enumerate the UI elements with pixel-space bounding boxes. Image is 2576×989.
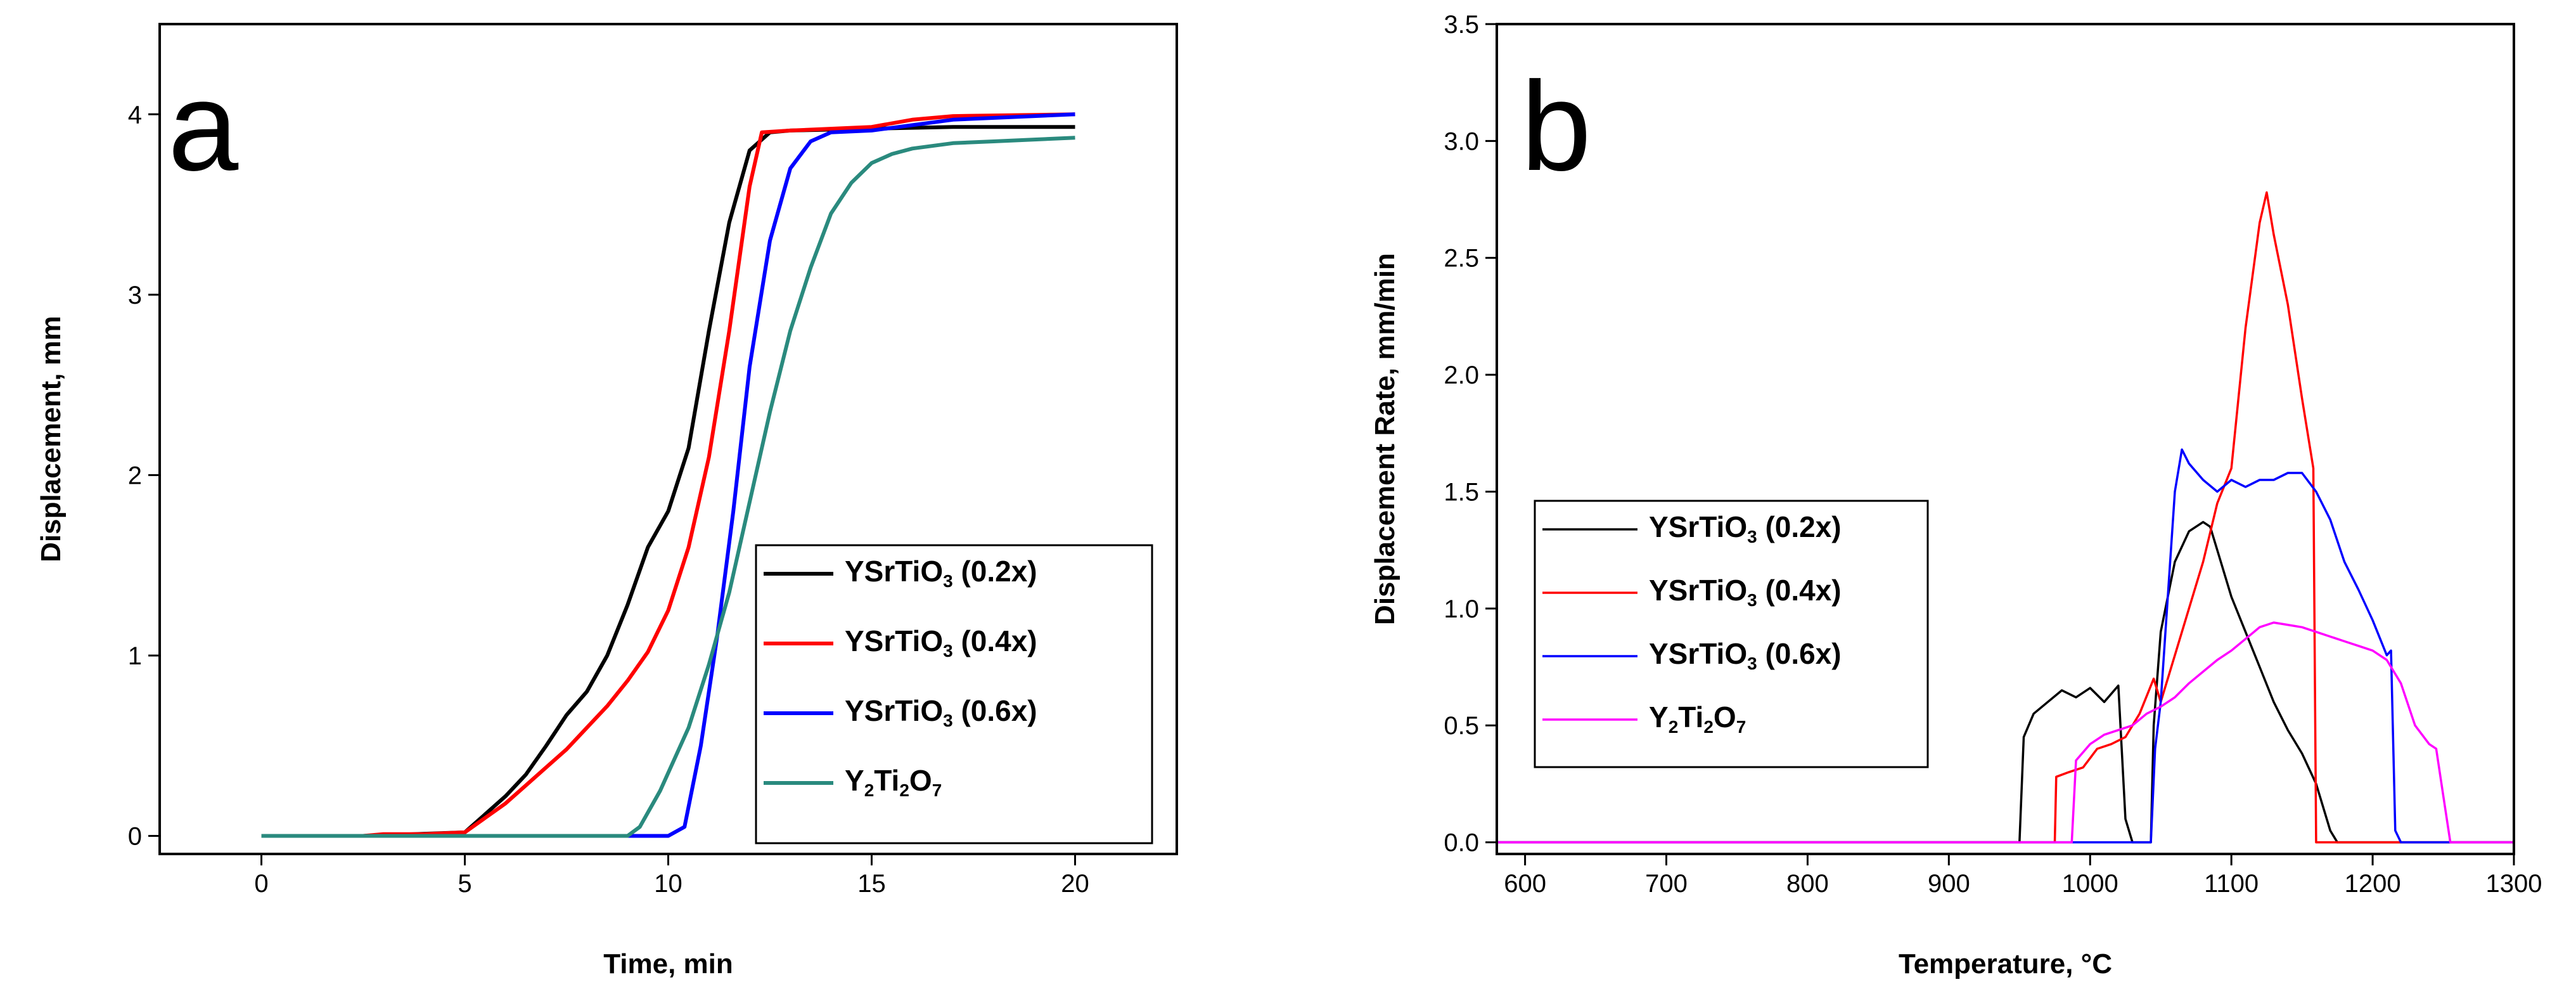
series-line-2	[1497, 191, 2514, 844]
x-tick-label: 1000	[2062, 870, 2118, 898]
y-tick-label: 2.0	[1444, 361, 1479, 389]
legend: YSrTiO3 (0.2x) YSrTiO3 (0.4x) YSrTiO3 (0.6…	[1534, 500, 1929, 768]
legend-box	[755, 544, 1153, 844]
y-tick-label: 1.5	[1444, 478, 1479, 506]
x-tick-label: 5	[458, 870, 471, 898]
series-line-4	[1497, 621, 2514, 844]
x-axis-label: Temperature, °C	[1899, 948, 2112, 979]
series-line-3	[261, 112, 1075, 838]
y-tick-label: 3	[128, 281, 142, 309]
legend-label: Y2Ti2O7	[845, 764, 942, 800]
panel-letter: b	[1521, 56, 1591, 197]
legend-box	[1534, 500, 1929, 768]
y-tick-label: 3.0	[1444, 127, 1479, 155]
series-line-3	[1497, 448, 2514, 844]
series-line-2	[261, 112, 1075, 838]
legend-label: YSrTiO3 (0.4x)	[845, 624, 1037, 661]
x-tick-label: 1100	[2204, 870, 2259, 898]
legend: YSrTiO3 (0.2x) YSrTiO3 (0.4x) YSrTiO3 (0.6…	[755, 544, 1153, 844]
y-tick-label: 0	[128, 823, 142, 851]
x-tick-label: 15	[857, 870, 886, 898]
x-tick-label: 20	[1061, 870, 1089, 898]
y-tick-label: 3.5	[1444, 11, 1479, 39]
y-axis-label: Displacement, mm	[35, 316, 67, 562]
y-tick-label: 0.5	[1444, 712, 1479, 740]
x-tick-label: 900	[1928, 870, 1970, 898]
series-line-4	[261, 136, 1075, 838]
y-tick-label: 2	[128, 462, 142, 489]
y-tick-label: 1.0	[1444, 595, 1479, 623]
x-tick-label: 600	[1504, 870, 1546, 898]
y-tick-label: 1	[128, 642, 142, 670]
legend-label: YSrTiO3 (0.2x)	[1649, 510, 1842, 546]
y-axis-label: Displacement Rate, mm/min	[1369, 253, 1400, 625]
plot-frame	[1496, 23, 2515, 855]
legend-label: YSrTiO3 (0.4x)	[1649, 574, 1842, 610]
panel-letter: a	[168, 56, 239, 197]
legend-label: YSrTiO3 (0.6x)	[845, 694, 1037, 730]
x-tick-label: 0	[254, 870, 268, 898]
y-tick-label: 4	[128, 101, 142, 129]
x-tick-label: 1200	[2345, 870, 2401, 898]
x-tick-label: 1300	[2486, 870, 2542, 898]
panel-a: 0 5 10 15 20 0 1 2 3 4 Time, min Displacement, mm a Y…	[35, 23, 1178, 979]
y-tick-label: 2.5	[1444, 245, 1479, 273]
x-tick-label: 10	[654, 870, 682, 898]
series-group	[1497, 191, 2514, 844]
y-tick-label: 0.0	[1444, 829, 1479, 857]
x-tick-label: 800	[1786, 870, 1829, 898]
legend-label: Y2Ti2O7	[1649, 701, 1746, 737]
legend-label: YSrTiO3 (0.2x)	[845, 555, 1037, 591]
panel-b: 600 700 800 900 1000 1100 1200 1300 0.0 0.5 1.0 1.5…	[1369, 11, 2542, 979]
legend-label: YSrTiO3 (0.6x)	[1649, 637, 1842, 673]
x-tick-label: 700	[1645, 870, 1688, 898]
x-axis-label: Time, min	[603, 948, 733, 979]
series-group	[261, 112, 1075, 838]
